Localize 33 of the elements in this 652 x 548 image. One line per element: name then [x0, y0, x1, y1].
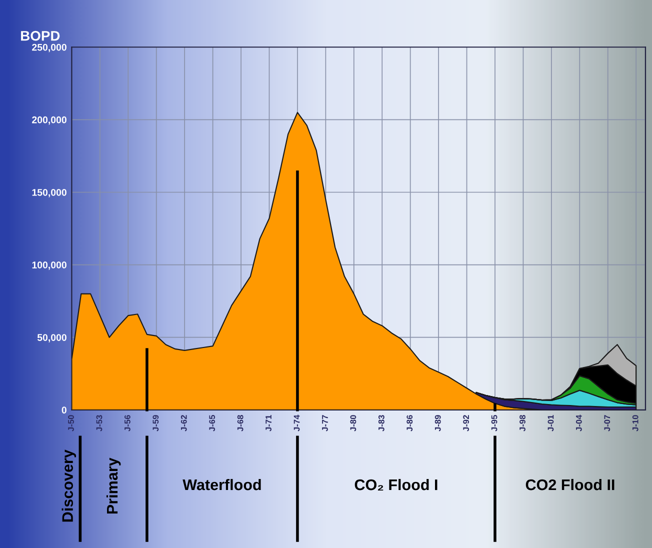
x-tick-label: J-04 — [576, 414, 582, 432]
x-tick-label: J-68 — [237, 415, 244, 432]
text: CO₂ Flood I — [354, 478, 438, 491]
x-tick-label: J-65 — [209, 414, 216, 432]
y-tick-label: 50,000 — [37, 334, 66, 342]
y-tick-label: 100,000 — [32, 262, 66, 270]
x-tick-label: J-83 — [378, 415, 384, 432]
x-tick-label: J-74 — [294, 414, 300, 432]
x-tick-label: J-77 — [322, 415, 328, 432]
y-tick-label: 0 — [62, 406, 66, 414]
text: Discovery — [62, 450, 76, 522]
x-tick-label: J-59 — [152, 415, 159, 432]
text: CO2 Flood II — [526, 478, 614, 490]
x-tick-label: J-53 — [96, 415, 102, 432]
x-tick-label: J-86 — [406, 415, 413, 432]
x-tick-label: J-89 — [434, 415, 441, 432]
text: Waterflood — [182, 478, 261, 490]
y-tick-label: 200,000 — [32, 116, 66, 125]
x-tick-label: J-92 — [463, 415, 470, 432]
x-tick-label: J-98 — [520, 415, 526, 432]
x-tick-label: J-01 — [548, 414, 554, 432]
x-tick-label: J-71 — [266, 414, 272, 432]
x-tick-label: J-80 — [350, 415, 356, 432]
x-tick-label: J-95 — [491, 414, 498, 432]
y-tick-label: 150,000 — [32, 188, 66, 198]
x-tick-label: J-07 — [604, 415, 610, 432]
x-tick-label: J-10 — [632, 415, 638, 432]
y-tick-label: 250,000 — [32, 44, 66, 52]
y-axis-title: BOPD — [21, 30, 60, 41]
text: Primary — [106, 458, 121, 514]
x-tick-label: J-56 — [124, 415, 130, 432]
x-tick-label: J-50 — [68, 415, 74, 432]
x-tick-label: J-62 — [180, 415, 187, 432]
